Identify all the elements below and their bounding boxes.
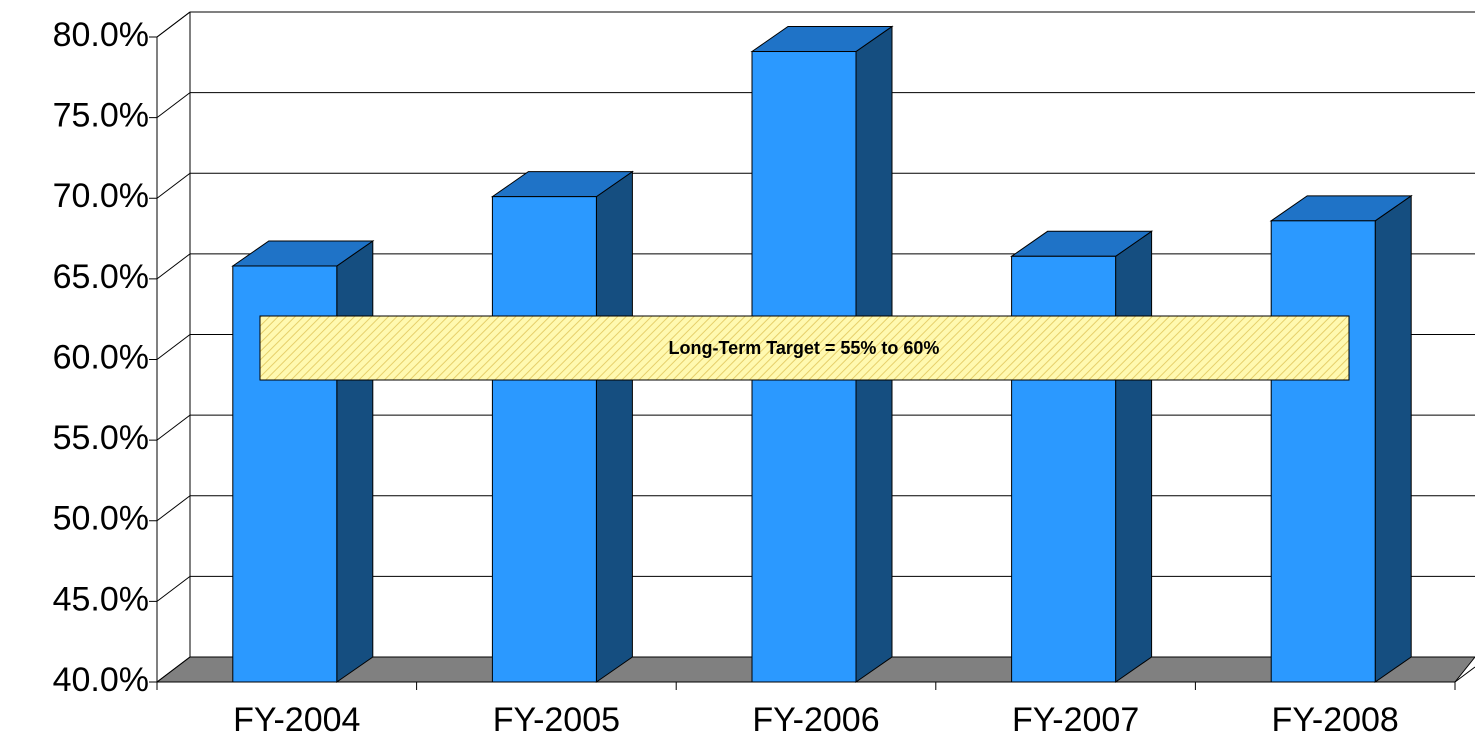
y-tick-label: 45.0% xyxy=(53,580,149,618)
grid-line xyxy=(156,172,191,199)
bar-side xyxy=(1115,230,1153,683)
floor-edge xyxy=(1454,666,1475,683)
x-tick-label: FY-2006 xyxy=(752,701,879,739)
y-tick-label: 75.0% xyxy=(53,97,149,135)
x-tick-label: FY-2008 xyxy=(1272,701,1399,739)
y-tick-label: 40.0% xyxy=(53,661,149,699)
bar xyxy=(491,196,597,683)
grid-line xyxy=(156,92,191,119)
y-tick-label: 55.0% xyxy=(53,419,149,457)
bar xyxy=(1270,220,1376,683)
y-tick-label: 80.0% xyxy=(53,16,149,54)
bar-side xyxy=(1374,194,1412,683)
grid-line xyxy=(156,575,191,602)
grid-line xyxy=(156,414,191,441)
grid-line xyxy=(156,656,191,683)
grid-line xyxy=(156,334,191,360)
grid-line xyxy=(156,11,191,38)
grid-line xyxy=(156,253,191,280)
bar-side xyxy=(595,170,633,683)
x-tick-label: FY-2004 xyxy=(233,701,360,739)
y-tick-label: 50.0% xyxy=(53,500,149,538)
bar-side xyxy=(336,240,374,683)
y-tick-label: 65.0% xyxy=(53,258,149,296)
annotation: Long-Term Target = 55% to 60% xyxy=(669,338,940,358)
x-tick-label: FY-2007 xyxy=(1012,701,1139,739)
y-tick-label: 70.0% xyxy=(53,177,149,215)
y-tick-label: 60.0% xyxy=(53,338,149,376)
annotation-box xyxy=(259,315,1350,381)
grid-line xyxy=(156,495,191,522)
x-tick-label: FY-2005 xyxy=(493,701,620,739)
